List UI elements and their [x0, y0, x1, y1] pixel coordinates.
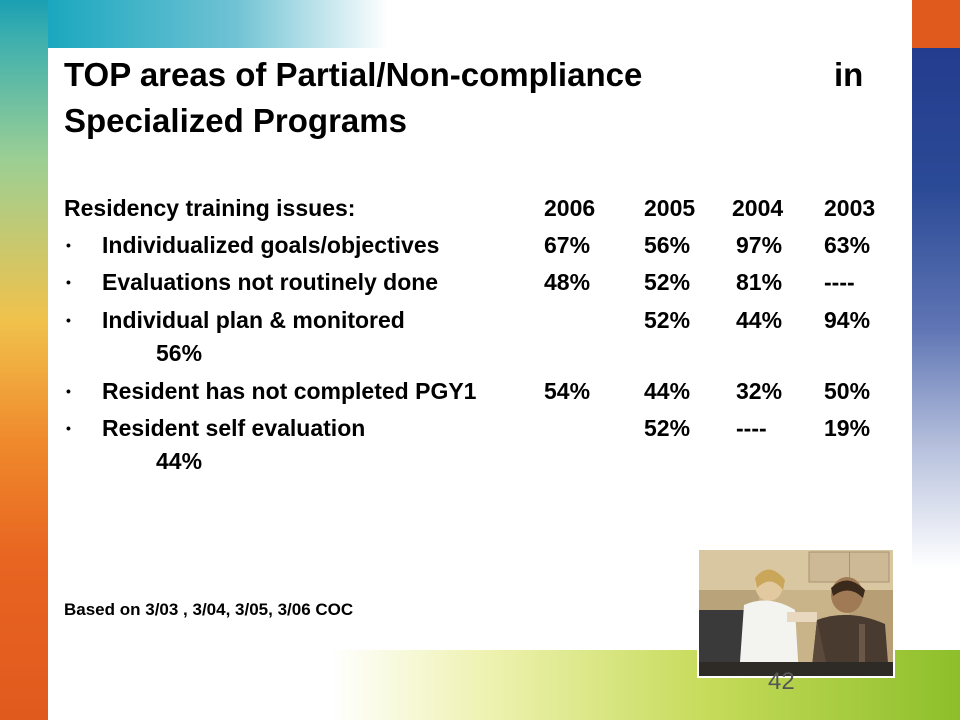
value-2003: ----: [824, 269, 855, 295]
value-2004: 81%: [736, 269, 783, 295]
bullet-icon: •: [66, 237, 71, 253]
table-row: • Individual plan & monitored 52% 44% 94…: [64, 305, 904, 335]
row-wrap-value: 44%: [156, 448, 203, 474]
value-2005: 56%: [644, 232, 691, 258]
value-2004: 32%: [736, 378, 783, 404]
value-2006: 48%: [544, 269, 591, 295]
bullet-icon: •: [66, 383, 71, 399]
left-gradient-bar: [0, 0, 48, 720]
value-2005: 52%: [644, 269, 691, 295]
value-2004: 97%: [736, 232, 783, 258]
row-wrap-value: 56%: [156, 340, 203, 366]
header-label: Residency training issues:: [64, 195, 356, 221]
value-2003: 50%: [824, 378, 871, 404]
row-label: Individualized goals/objectives: [102, 232, 440, 258]
title-line-1b: in: [834, 56, 864, 93]
value-2006: 54%: [544, 378, 591, 404]
top-gradient-bar: [48, 0, 388, 48]
year-2004: 2004: [732, 195, 784, 221]
value-2006: 67%: [544, 232, 591, 258]
value-a: 52%: [644, 415, 691, 441]
slide-title: TOP areas of Partial/Non-compliance in Sp…: [64, 52, 894, 144]
value-b: ----: [736, 415, 767, 441]
row-label: Evaluations not routinely done: [102, 269, 439, 295]
year-2003: 2003: [824, 195, 876, 221]
corner-block: [912, 0, 960, 48]
bullet-icon: •: [66, 420, 71, 436]
table-row: • Resident has not completed PGY1 54% 44…: [64, 376, 904, 406]
row-label: Resident self evaluation: [102, 415, 366, 441]
title-line-1a: TOP areas of Partial/Non-compliance: [64, 56, 643, 93]
table-row: • Resident self evaluation 52% ---- 19%: [64, 413, 904, 443]
bullet-icon: •: [66, 274, 71, 290]
table-row: • Individualized goals/objectives 67% 56…: [64, 230, 904, 260]
footnote: Based on 3/03 , 3/04, 3/05, 3/06 COC: [64, 600, 354, 619]
table-header: Residency training issues: 2006 2005 200…: [64, 193, 904, 223]
value-c: 94%: [824, 307, 871, 333]
value-a: 52%: [644, 307, 691, 333]
row-label: Resident has not completed PGY1: [102, 378, 477, 404]
table-row: • Evaluations not routinely done 48% 52%…: [64, 267, 904, 297]
page-number: 42: [768, 668, 795, 695]
year-2005: 2005: [644, 195, 696, 221]
title-line-2: Specialized Programs: [64, 102, 407, 139]
right-gradient-bar: [912, 48, 960, 720]
clinic-photo: [697, 548, 895, 678]
year-2006: 2006: [544, 195, 596, 221]
value-2003: 63%: [824, 232, 871, 258]
row-label: Individual plan & monitored: [102, 307, 405, 333]
bullet-icon: •: [66, 312, 71, 328]
value-c: 19%: [824, 415, 871, 441]
value-b: 44%: [736, 307, 783, 333]
value-2005: 44%: [644, 378, 691, 404]
